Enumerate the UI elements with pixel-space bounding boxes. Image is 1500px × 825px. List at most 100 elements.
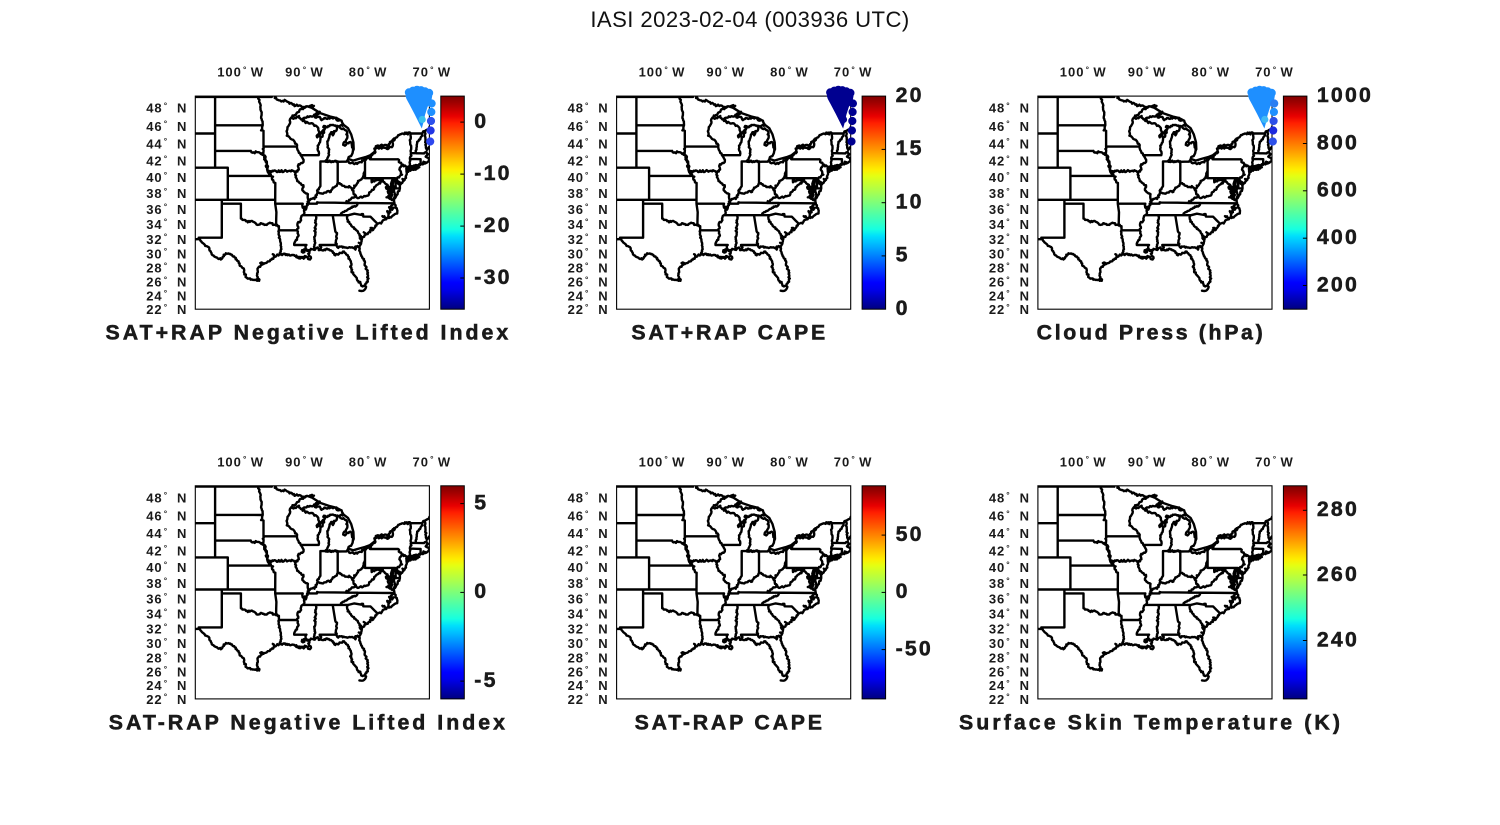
- svg-text:36°N: 36° N: [146, 591, 187, 606]
- svg-text:36°N: 36° N: [989, 202, 1030, 217]
- svg-text:280: 280: [1317, 497, 1359, 521]
- svg-text:SAT+RAP CAPE: SAT+RAP CAPE: [631, 321, 828, 345]
- svg-text:70°W: 70° W: [834, 64, 873, 79]
- svg-text:28°N: 28° N: [568, 260, 609, 275]
- svg-text:-10: -10: [474, 161, 511, 185]
- svg-text:-5: -5: [474, 668, 497, 692]
- svg-text:26°N: 26° N: [568, 664, 609, 679]
- svg-text:30°N: 30° N: [146, 636, 187, 651]
- svg-text:-20: -20: [474, 213, 511, 237]
- svg-text:46°N: 46° N: [146, 508, 187, 523]
- svg-text:38°N: 38° N: [568, 186, 609, 201]
- svg-text:46°N: 46° N: [989, 119, 1030, 134]
- svg-text:400: 400: [1317, 225, 1359, 249]
- svg-text:SAT-RAP Negative Lifted Index: SAT-RAP Negative Lifted Index: [109, 710, 508, 734]
- svg-text:40°N: 40° N: [989, 170, 1030, 185]
- svg-text:260: 260: [1317, 562, 1359, 586]
- svg-text:5: 5: [474, 490, 488, 514]
- svg-text:80°W: 80° W: [1191, 454, 1230, 469]
- svg-text:50: 50: [896, 522, 924, 546]
- svg-text:22°N: 22° N: [568, 692, 609, 707]
- svg-text:90°W: 90° W: [706, 64, 745, 79]
- svg-text:Surface Skin Temperature (K): Surface Skin Temperature (K): [959, 710, 1343, 734]
- svg-text:240: 240: [1317, 627, 1359, 651]
- svg-text:32°N: 32° N: [989, 232, 1030, 247]
- svg-text:24°N: 24° N: [146, 678, 187, 693]
- svg-text:26°N: 26° N: [146, 274, 187, 289]
- svg-text:90°W: 90° W: [1128, 64, 1167, 79]
- svg-text:40°N: 40° N: [568, 170, 609, 185]
- svg-text:36°N: 36° N: [989, 591, 1030, 606]
- svg-text:32°N: 32° N: [146, 232, 187, 247]
- svg-text:32°N: 32° N: [989, 621, 1030, 636]
- svg-text:36°N: 36° N: [568, 591, 609, 606]
- svg-text:34°N: 34° N: [989, 217, 1030, 232]
- svg-text:30°N: 30° N: [568, 636, 609, 651]
- svg-text:26°N: 26° N: [989, 274, 1030, 289]
- svg-text:22°N: 22° N: [146, 692, 187, 707]
- svg-text:44°N: 44° N: [989, 526, 1030, 541]
- svg-text:38°N: 38° N: [568, 576, 609, 591]
- svg-text:34°N: 34° N: [568, 606, 609, 621]
- svg-text:34°N: 34° N: [568, 217, 609, 232]
- svg-text:40°N: 40° N: [146, 560, 187, 575]
- svg-text:80°W: 80° W: [1191, 64, 1230, 79]
- svg-text:36°N: 36° N: [568, 202, 609, 217]
- svg-text:70°W: 70° W: [413, 454, 452, 469]
- svg-text:46°N: 46° N: [146, 119, 187, 134]
- svg-text:80°W: 80° W: [349, 454, 388, 469]
- svg-text:0: 0: [896, 579, 910, 603]
- svg-text:38°N: 38° N: [146, 186, 187, 201]
- svg-text:100°W: 100° W: [1060, 64, 1107, 79]
- svg-text:IASI 2023-02-04 (003936 UTC): IASI 2023-02-04 (003936 UTC): [590, 7, 909, 32]
- svg-text:Cloud Press (hPa): Cloud Press (hPa): [1037, 321, 1266, 345]
- svg-text:90°W: 90° W: [285, 64, 324, 79]
- svg-text:40°N: 40° N: [146, 170, 187, 185]
- svg-text:100°W: 100° W: [639, 64, 686, 79]
- svg-text:90°W: 90° W: [706, 454, 745, 469]
- svg-text:30°N: 30° N: [146, 246, 187, 261]
- svg-text:22°N: 22° N: [146, 302, 187, 317]
- svg-text:-50: -50: [896, 636, 933, 660]
- svg-text:80°W: 80° W: [770, 64, 809, 79]
- svg-text:SAT+RAP Negative Lifted Index: SAT+RAP Negative Lifted Index: [106, 321, 512, 345]
- svg-text:44°N: 44° N: [146, 526, 187, 541]
- svg-text:26°N: 26° N: [146, 664, 187, 679]
- svg-text:34°N: 34° N: [146, 606, 187, 621]
- svg-text:30°N: 30° N: [989, 246, 1030, 261]
- svg-text:200: 200: [1317, 272, 1359, 296]
- svg-text:22°N: 22° N: [989, 302, 1030, 317]
- svg-text:100°W: 100° W: [217, 454, 264, 469]
- svg-text:600: 600: [1317, 178, 1359, 202]
- svg-text:48°N: 48° N: [146, 100, 187, 115]
- svg-text:32°N: 32° N: [568, 621, 609, 636]
- svg-text:26°N: 26° N: [989, 664, 1030, 679]
- svg-text:70°W: 70° W: [1255, 64, 1294, 79]
- svg-text:28°N: 28° N: [146, 650, 187, 665]
- svg-text:70°W: 70° W: [413, 64, 452, 79]
- svg-text:30°N: 30° N: [989, 636, 1030, 651]
- svg-text:5: 5: [896, 243, 910, 267]
- svg-text:SAT-RAP CAPE: SAT-RAP CAPE: [635, 710, 825, 734]
- svg-text:34°N: 34° N: [146, 217, 187, 232]
- svg-text:15: 15: [896, 136, 924, 160]
- svg-text:24°N: 24° N: [568, 678, 609, 693]
- svg-text:24°N: 24° N: [568, 288, 609, 303]
- svg-text:32°N: 32° N: [568, 232, 609, 247]
- svg-text:38°N: 38° N: [146, 576, 187, 591]
- svg-text:42°N: 42° N: [568, 543, 609, 558]
- svg-text:30°N: 30° N: [568, 246, 609, 261]
- svg-text:44°N: 44° N: [568, 526, 609, 541]
- svg-text:20: 20: [896, 83, 924, 107]
- svg-text:46°N: 46° N: [568, 119, 609, 134]
- svg-text:90°W: 90° W: [1128, 454, 1167, 469]
- svg-text:42°N: 42° N: [989, 543, 1030, 558]
- svg-text:48°N: 48° N: [989, 490, 1030, 505]
- svg-text:36°N: 36° N: [146, 202, 187, 217]
- svg-text:80°W: 80° W: [770, 454, 809, 469]
- svg-text:46°N: 46° N: [989, 508, 1030, 523]
- svg-text:48°N: 48° N: [146, 490, 187, 505]
- svg-text:0: 0: [896, 296, 910, 320]
- svg-text:42°N: 42° N: [989, 153, 1030, 168]
- svg-text:38°N: 38° N: [989, 576, 1030, 591]
